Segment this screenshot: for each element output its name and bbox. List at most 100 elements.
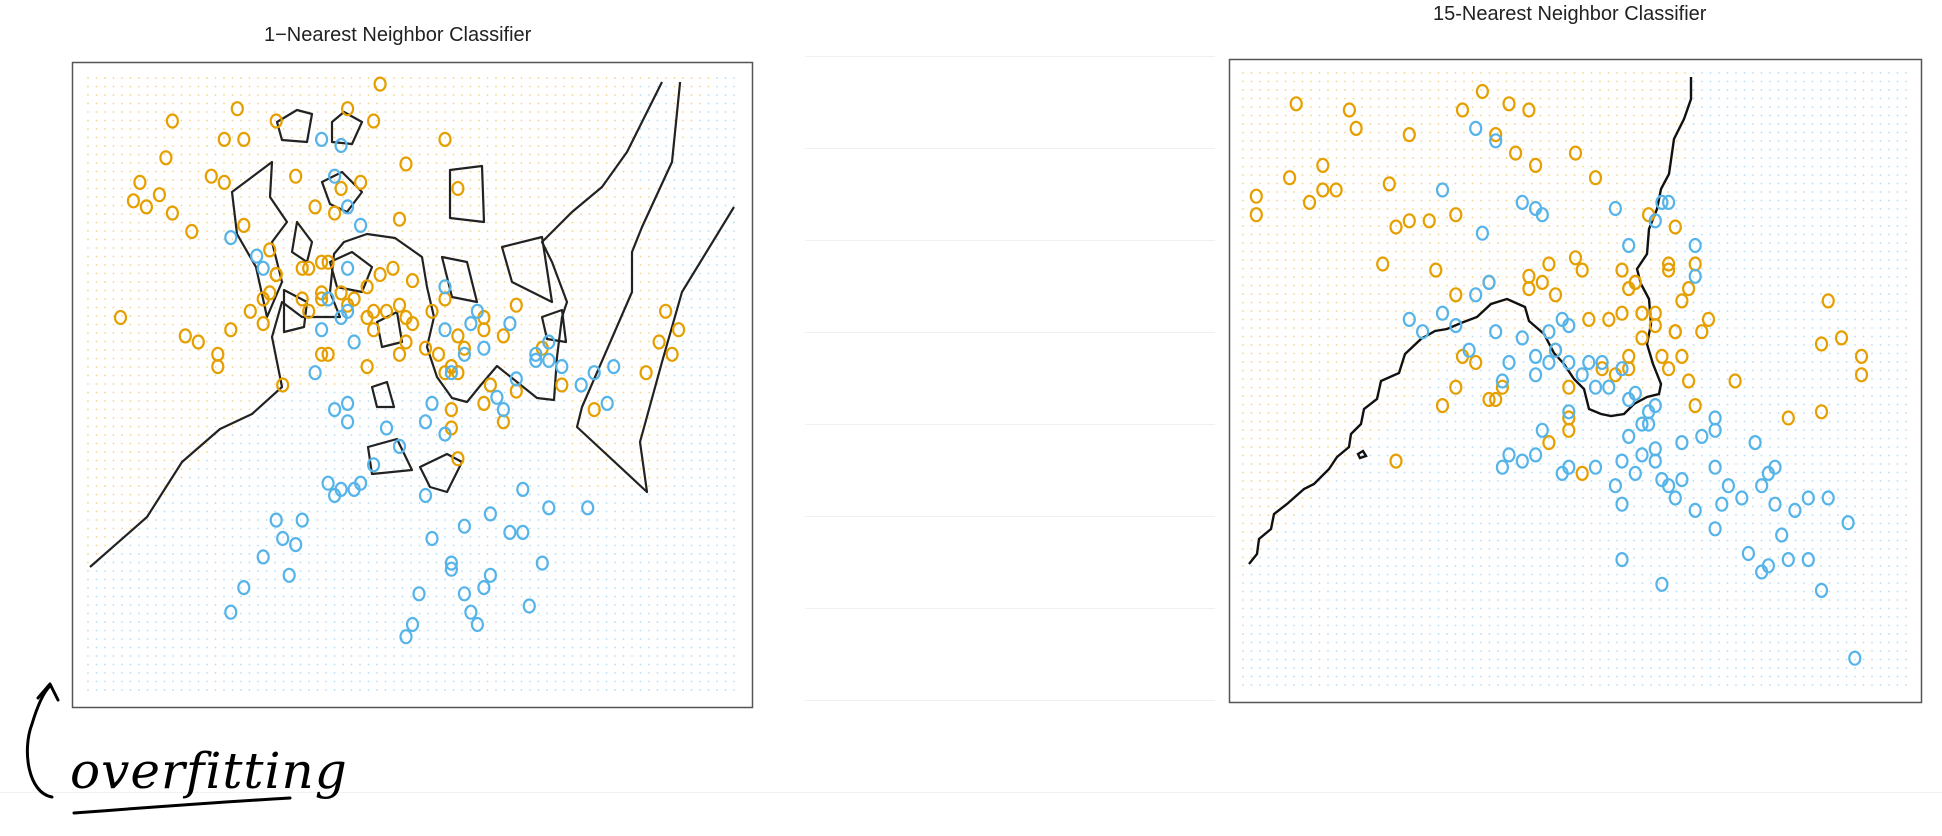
region-dot [401, 204, 404, 207]
region-dot [469, 213, 472, 215]
region-dot [325, 153, 327, 156]
region-dot [197, 621, 200, 623]
region-dot [299, 629, 302, 632]
region-dot [87, 604, 89, 606]
region-dot [571, 119, 574, 122]
region-dot [189, 264, 191, 266]
region-dot [274, 136, 276, 139]
region-dot [197, 595, 200, 598]
region-dot [172, 451, 174, 453]
region-dot [342, 544, 344, 547]
region-dot [138, 289, 140, 292]
region-dot [342, 289, 344, 292]
region-dot [112, 493, 115, 496]
region-dot [112, 332, 115, 334]
region-dot [291, 519, 293, 521]
region-dot [520, 468, 523, 470]
region-dot [452, 595, 455, 598]
region-dot [452, 264, 455, 266]
region-dot [546, 179, 548, 181]
region-dot [665, 196, 667, 198]
region-dot [512, 553, 514, 555]
region-dot [401, 179, 404, 181]
region-dot [112, 502, 115, 504]
region-dot [503, 629, 506, 632]
region-dot [180, 680, 183, 683]
region-dot [257, 680, 259, 683]
region-dot [435, 561, 438, 564]
region-dot [469, 408, 472, 411]
region-dot [639, 663, 642, 666]
region-dot [648, 629, 650, 632]
region-dot [367, 519, 370, 521]
region-dot [95, 587, 98, 589]
region-dot [529, 629, 531, 632]
region-dot [469, 459, 472, 462]
region-dot [316, 111, 319, 113]
region-dot [257, 85, 259, 88]
region-dot [248, 323, 251, 326]
region-dot [512, 196, 514, 198]
region-dot [393, 128, 395, 130]
region-dot [206, 340, 208, 343]
region-dot [376, 570, 378, 572]
region-dot [452, 544, 455, 547]
region-dot [265, 646, 268, 649]
region-dot [546, 357, 548, 360]
region-dot [316, 230, 319, 232]
region-dot [427, 145, 429, 147]
region-dot [138, 238, 140, 241]
region-dot [503, 366, 506, 368]
region-dot [563, 425, 565, 428]
region-dot [350, 451, 353, 453]
region-dot [656, 230, 659, 232]
region-dot [129, 672, 132, 674]
region-dot [121, 111, 123, 113]
region-dot [112, 672, 115, 674]
region-dot [571, 136, 574, 139]
region-dot [112, 468, 115, 470]
region-dot [112, 476, 115, 479]
region-dot [546, 145, 548, 147]
region-dot [401, 544, 404, 547]
region-dot [614, 646, 616, 649]
region-dot [231, 663, 234, 666]
region-dot [104, 306, 106, 309]
region-dot [520, 247, 523, 249]
region-dot [265, 128, 268, 130]
region-dot [274, 400, 276, 402]
region-dot [206, 578, 208, 581]
region-dot [146, 527, 149, 530]
region-dot [138, 612, 140, 615]
region-dot [367, 646, 370, 649]
region-dot [214, 145, 217, 147]
region-dot [588, 153, 591, 156]
region-dot [359, 595, 361, 598]
region-dot [104, 323, 106, 326]
region-dot [95, 680, 98, 683]
region-dot [580, 425, 582, 428]
region-dot [359, 604, 361, 606]
region-dot [325, 94, 327, 96]
region-dot [435, 340, 438, 343]
region-dot [291, 323, 293, 326]
region-dot [554, 544, 557, 547]
region-dot [231, 510, 234, 513]
region-dot [291, 468, 293, 470]
region-dot [359, 612, 361, 615]
region-dot [155, 587, 157, 589]
region-dot [138, 655, 140, 657]
region-dot [495, 485, 497, 487]
region-dot [503, 655, 506, 657]
region-dot [138, 442, 140, 445]
region-dot [597, 561, 599, 564]
region-dot [656, 238, 659, 241]
region-dot [206, 204, 208, 207]
region-dot [87, 459, 89, 462]
region-dot [265, 451, 268, 453]
region-dot [427, 587, 429, 589]
region-dot [248, 553, 251, 555]
region-dot [418, 230, 421, 232]
region-dot [350, 604, 353, 606]
region-dot [520, 442, 523, 445]
